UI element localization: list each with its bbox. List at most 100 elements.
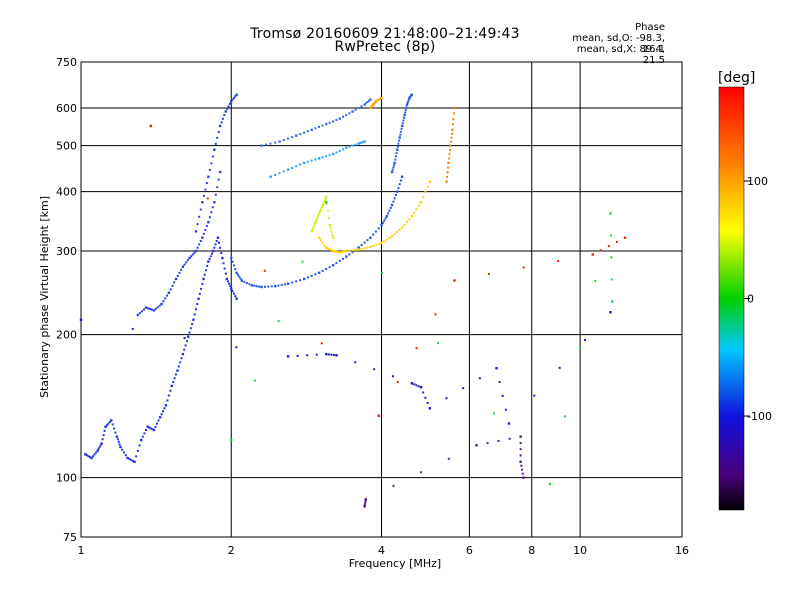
data-point	[220, 251, 223, 254]
data-point	[152, 428, 156, 432]
data-point	[227, 105, 230, 108]
data-point	[306, 276, 309, 279]
data-point	[135, 455, 138, 458]
data-point	[310, 128, 313, 131]
data-point	[321, 269, 324, 272]
data-point	[351, 110, 354, 113]
data-point	[235, 93, 238, 96]
data-point	[232, 264, 235, 267]
data-point	[321, 203, 324, 207]
data-point	[520, 464, 523, 467]
data-point	[323, 199, 326, 202]
data-point	[208, 169, 211, 172]
data-point	[314, 220, 317, 224]
data-point	[447, 161, 450, 165]
data-point	[521, 468, 524, 471]
data-point	[133, 460, 136, 463]
data-point	[380, 96, 383, 100]
data-point	[372, 244, 375, 247]
data-point	[497, 439, 500, 442]
data-point	[145, 429, 148, 432]
data-point	[167, 291, 171, 295]
data-point	[146, 425, 149, 428]
data-point	[400, 124, 404, 128]
data-point	[331, 233, 334, 236]
data-point	[417, 204, 420, 207]
data-point	[394, 158, 397, 161]
data-point	[362, 141, 365, 144]
data-point	[396, 231, 399, 234]
data-point	[320, 206, 323, 209]
data-point	[220, 121, 223, 124]
data-point	[475, 444, 478, 447]
data-point	[328, 121, 331, 124]
data-point	[215, 240, 218, 243]
data-point	[341, 257, 344, 260]
y-tick-label: 400	[56, 186, 77, 199]
colorbar	[718, 86, 745, 511]
data-point	[214, 243, 217, 246]
data-point	[422, 196, 425, 199]
data-point	[167, 394, 170, 397]
data-point	[201, 201, 204, 204]
data-point	[243, 280, 246, 283]
data-point	[218, 170, 222, 174]
data-point	[199, 240, 202, 243]
data-point	[599, 249, 602, 252]
data-point	[185, 340, 188, 343]
data-point	[211, 249, 215, 253]
data-point	[348, 249, 351, 252]
data-point	[434, 313, 437, 316]
data-point	[115, 435, 119, 438]
data-point	[199, 208, 202, 211]
data-points	[79, 93, 627, 508]
data-point	[302, 161, 306, 165]
data-point	[345, 255, 348, 258]
data-point	[207, 220, 210, 224]
data-point	[158, 304, 161, 307]
data-point	[205, 182, 208, 185]
data-point	[326, 210, 329, 213]
data-point	[202, 232, 205, 235]
data-point	[400, 175, 404, 178]
data-point	[341, 115, 344, 118]
data-point	[316, 216, 319, 219]
data-point	[315, 353, 318, 356]
data-point	[447, 457, 450, 460]
data-point	[169, 389, 172, 392]
data-point	[240, 279, 244, 282]
data-point	[405, 220, 408, 223]
data-point	[219, 246, 222, 249]
data-point	[365, 102, 368, 105]
data-point	[99, 444, 102, 447]
data-point	[217, 241, 220, 244]
data-point	[89, 456, 92, 459]
data-point	[363, 140, 366, 143]
data-point	[366, 246, 369, 249]
data-point	[397, 142, 400, 145]
data-point	[84, 453, 87, 456]
data-point	[446, 175, 449, 178]
data-point	[364, 500, 367, 503]
data-point	[169, 288, 172, 291]
data-point	[205, 225, 208, 228]
data-point	[390, 235, 394, 238]
data-point	[156, 306, 159, 309]
data-point	[114, 431, 117, 434]
data-point	[448, 153, 451, 156]
data-point	[377, 242, 380, 245]
data-point	[363, 247, 366, 250]
data-point	[195, 308, 198, 311]
data-point	[410, 215, 413, 218]
y-tick-label: 100	[56, 472, 77, 485]
data-point	[102, 434, 105, 437]
data-point	[85, 454, 88, 457]
data-point	[331, 264, 335, 267]
data-point	[154, 307, 157, 310]
data-point	[116, 438, 119, 441]
data-point	[420, 471, 423, 474]
data-point	[314, 127, 317, 130]
data-point	[450, 140, 453, 143]
data-point	[224, 272, 227, 275]
data-point	[171, 284, 174, 287]
